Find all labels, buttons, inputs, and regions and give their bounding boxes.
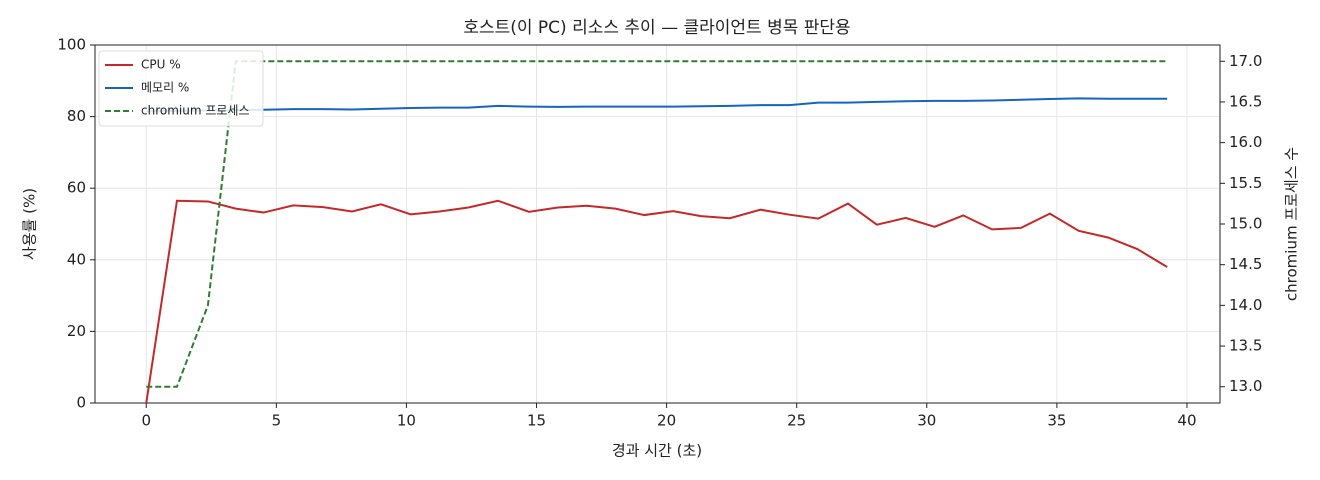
y-axis-label: 사용률 (%) (21, 188, 39, 260)
y2-tick-label: 13.5 (1229, 337, 1262, 355)
data-line (145, 199, 1168, 404)
legend-label: chromium 프로세스 (141, 104, 250, 118)
y2-axis-label: chromium 프로세스 수 (1283, 147, 1301, 301)
y-tick-label: 0 (76, 394, 86, 412)
x-tick-label: 15 (527, 412, 546, 430)
data-line (146, 97, 1168, 113)
x-tick-label: 35 (1047, 412, 1066, 430)
y2-tick-label: 13.0 (1229, 377, 1262, 395)
legend-label: CPU % (141, 58, 181, 72)
x-tick-label: 0 (141, 412, 151, 430)
y2-tick-label: 17.0 (1229, 52, 1262, 70)
x-tick-label: 5 (272, 412, 282, 430)
x-tick-label: 30 (917, 412, 936, 430)
y-tick-label: 100 (57, 36, 86, 54)
x-tick-label: 20 (657, 412, 676, 430)
x-tick-label: 25 (787, 412, 806, 430)
y2-tick-label: 15.0 (1229, 215, 1262, 233)
x-tick-label: 10 (397, 412, 416, 430)
y2-tick-label: 16.0 (1229, 133, 1262, 151)
legend-box (98, 50, 264, 127)
y2-tick-label: 14.5 (1229, 255, 1262, 273)
y-tick-label: 80 (67, 107, 86, 125)
data-line (146, 60, 1168, 388)
plot-frame (94, 44, 1221, 404)
y2-tick-label: 16.5 (1229, 92, 1262, 110)
chart-title: 호스트(이 PC) 리소스 추이 — 클라이언트 병목 판단용 (463, 18, 850, 38)
y-tick-label: 20 (67, 322, 86, 340)
x-axis-label: 경과 시간 (초) (612, 442, 702, 460)
y2-tick-label: 14.0 (1229, 296, 1262, 314)
y-tick-label: 40 (67, 250, 86, 268)
x-tick-label: 40 (1177, 412, 1196, 430)
y2-tick-label: 15.5 (1229, 174, 1262, 192)
legend-label: 메모리 % (141, 81, 189, 95)
y-tick-label: 60 (67, 179, 86, 197)
